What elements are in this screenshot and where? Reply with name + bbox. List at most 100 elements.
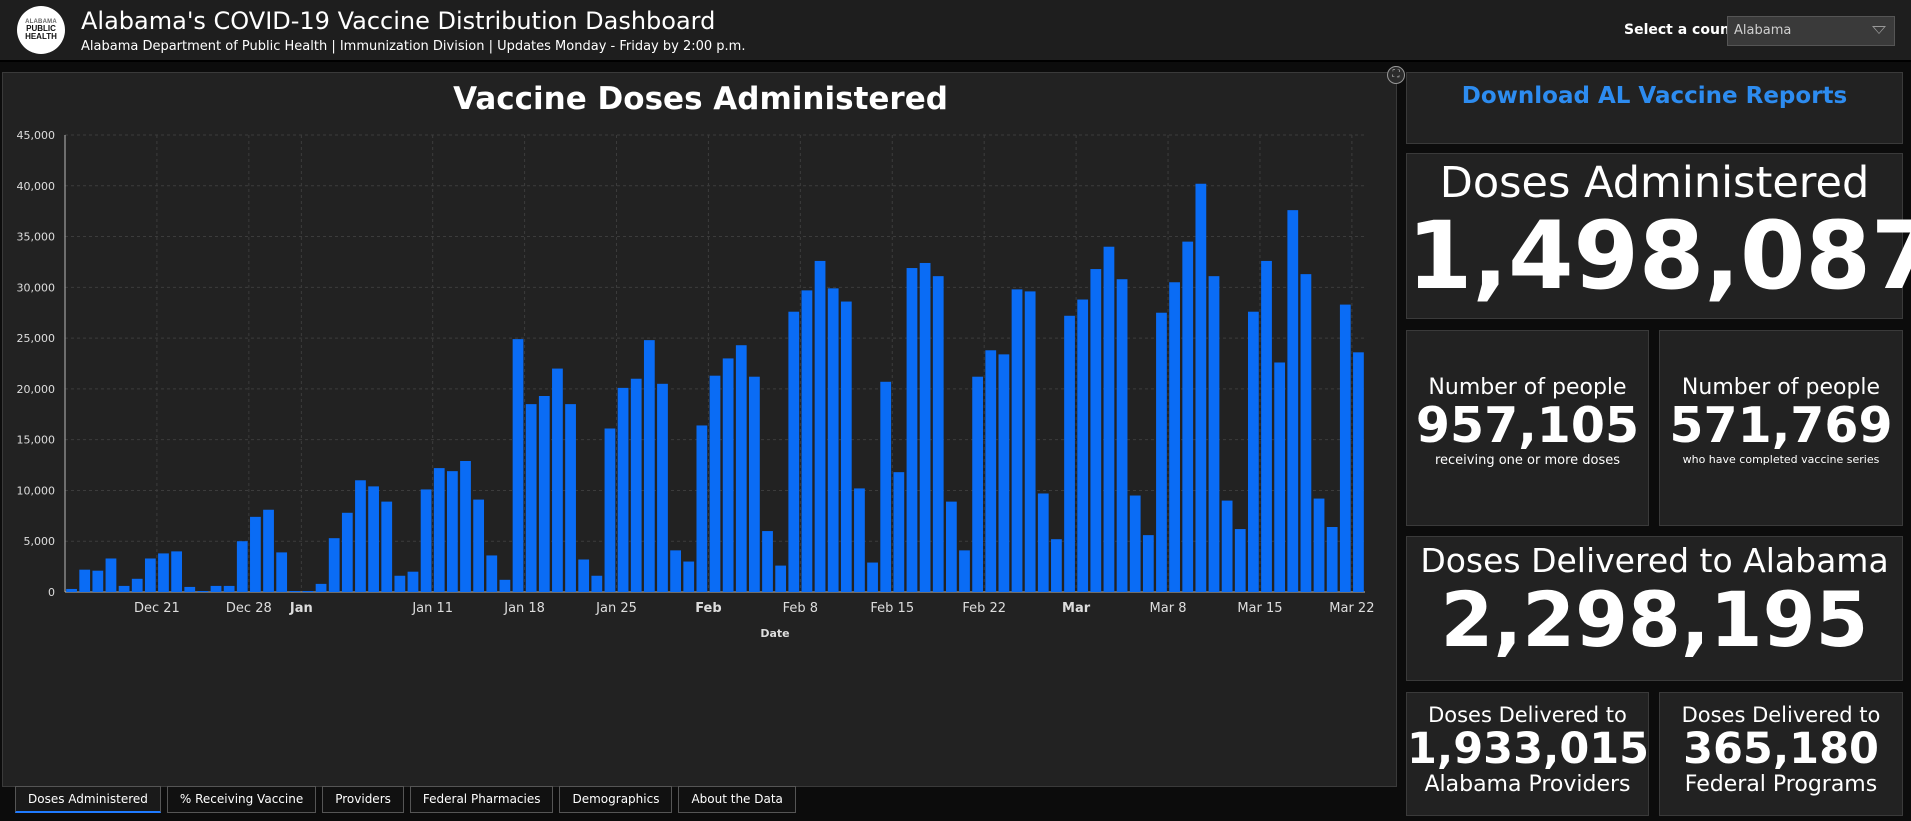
- providers-delivered-card: Doses Delivered to 1,933,015 Alabama Pro…: [1406, 692, 1649, 816]
- chart-bar: [92, 570, 104, 592]
- county-select-value: Alabama: [1734, 23, 1792, 38]
- chart-bar: [197, 590, 209, 592]
- doses-administered-card: Doses Administered 1,498,087: [1406, 153, 1911, 319]
- x-tick-label: Dec 28: [226, 601, 272, 616]
- chart-bar: [998, 354, 1010, 592]
- chart-bar: [1326, 527, 1338, 592]
- chart-bar: [158, 553, 169, 592]
- chart-bar: [302, 590, 314, 592]
- chart-bar: [512, 339, 524, 592]
- federal-delivered-card: Doses Delivered to 365,180 Federal Progr…: [1659, 692, 1903, 816]
- tab-about-the-data[interactable]: About the Data: [678, 786, 796, 813]
- chart-bar: [105, 558, 117, 592]
- chart-bar: [223, 585, 235, 592]
- doses-bar-chart: 0 5,000 10,000 15,000 20,000 25,000 30,000 35,0…: [17, 129, 1375, 640]
- x-tick-label: Mar: [1062, 601, 1091, 616]
- chart-bar: [184, 586, 196, 592]
- chart-bar: [446, 471, 458, 592]
- providers-delivered-label: Doses Delivered to: [1428, 703, 1627, 727]
- chart-bar: [394, 575, 406, 592]
- people-one-dose-card: Number of people 957,105 receiving one o…: [1406, 330, 1649, 526]
- x-tick-label: Dec 21: [134, 601, 180, 616]
- chart-bar: [66, 588, 77, 592]
- page-subtitle: Alabama Department of Public Health | Im…: [81, 39, 746, 54]
- chart-bar: [722, 358, 734, 592]
- adph-logo: ALABAMA PUBLIC HEALTH: [17, 6, 65, 54]
- chart-bar: [368, 486, 379, 592]
- chart-bar: [657, 383, 668, 592]
- chart-bar: [814, 260, 826, 592]
- chart-bar: [171, 551, 182, 592]
- chart-bar: [683, 561, 695, 592]
- county-select[interactable]: Alabama: [1727, 16, 1895, 46]
- chart-bar: [959, 550, 970, 592]
- chart-bar: [1103, 246, 1115, 592]
- chart-bar: [893, 472, 905, 592]
- page-title: Alabama's COVID-19 Vaccine Distribution …: [81, 7, 716, 35]
- tab-providers[interactable]: Providers: [322, 786, 404, 813]
- people-one-dose-label: Number of people: [1428, 375, 1627, 400]
- chart-bar: [1208, 276, 1220, 592]
- chart-bar: [1090, 269, 1102, 592]
- chart-bar: [1037, 493, 1049, 592]
- chevron-down-icon[interactable]: [1872, 26, 1886, 34]
- x-tick-label: Feb 22: [962, 601, 1006, 616]
- chart-bar: [236, 541, 248, 592]
- chart-bar: [1182, 241, 1194, 592]
- chart-bar: [932, 276, 944, 592]
- people-completed-value: 571,769: [1669, 397, 1893, 454]
- tab-demographics[interactable]: Demographics: [559, 786, 673, 813]
- doses-administered-value: 1,498,087: [1407, 202, 1911, 311]
- chart-bar: [473, 499, 485, 592]
- chart-bar: [1261, 260, 1272, 592]
- x-tick-label: Feb: [695, 601, 721, 616]
- chart-bar: [1011, 289, 1023, 592]
- chart-title: Vaccine Doses Administered: [453, 81, 948, 117]
- tab-percent-receiving-vaccine[interactable]: % Receiving Vaccine: [166, 786, 317, 813]
- doses-administered-label: Doses Administered: [1439, 158, 1870, 208]
- chart-bar: [131, 578, 143, 592]
- chart-bar: [341, 512, 353, 592]
- y-tick-label: 20,000: [17, 383, 56, 396]
- expand-icon[interactable]: ⛶: [1387, 66, 1405, 84]
- chart-bar: [407, 571, 419, 592]
- chart-bar: [328, 538, 340, 592]
- x-tick-label: Jan 25: [595, 601, 637, 616]
- chart-bar: [801, 290, 813, 592]
- chart-bar: [1142, 535, 1154, 592]
- chart-bar: [1221, 500, 1233, 592]
- dashboard-header: ALABAMA PUBLIC HEALTH Alabama's COVID-19…: [0, 0, 1911, 62]
- chart-bar: [210, 585, 222, 592]
- chart-bar: [1234, 529, 1246, 592]
- doses-delivered-card: Doses Delivered to Alabama 2,298,195: [1406, 536, 1903, 681]
- chart-bar: [985, 350, 997, 592]
- chart-bar: [289, 590, 301, 592]
- x-tick-label: Jan: [289, 601, 313, 616]
- chart-bar: [1274, 362, 1286, 592]
- chart-bar: [643, 340, 655, 592]
- tab-federal-pharmacies[interactable]: Federal Pharmacies: [409, 786, 554, 813]
- federal-delivered-value: 365,180: [1683, 724, 1879, 774]
- federal-delivered-label: Doses Delivered to: [1681, 703, 1881, 727]
- y-tick-label: 30,000: [17, 281, 56, 294]
- tab-doses-administered[interactable]: Doses Administered: [15, 786, 161, 813]
- chart-panel: Vaccine Doses Administered 0 5,000 10,000 1…: [2, 72, 1397, 787]
- chart-bar: [854, 488, 865, 592]
- download-panel: Download AL Vaccine Reports: [1406, 72, 1903, 144]
- chart-bar: [840, 301, 852, 592]
- chart-bar: [315, 583, 327, 592]
- chart-bar: [972, 376, 984, 592]
- x-axis-label: Date: [760, 627, 789, 640]
- chart-bar: [1300, 274, 1312, 592]
- y-tick-label: 15,000: [17, 434, 56, 447]
- chart-bar: [919, 262, 931, 592]
- chart-bar: [670, 550, 681, 592]
- chart-bar: [460, 460, 471, 592]
- county-select-label: Select a county: [1624, 22, 1746, 38]
- federal-delivered-caption: Federal Programs: [1684, 772, 1878, 798]
- download-reports-link[interactable]: Download AL Vaccine Reports: [1461, 83, 1848, 109]
- chart-bar: [1339, 304, 1351, 592]
- chart-bar: [1051, 539, 1062, 592]
- chart-bar: [735, 345, 747, 592]
- chart-bar: [79, 569, 91, 592]
